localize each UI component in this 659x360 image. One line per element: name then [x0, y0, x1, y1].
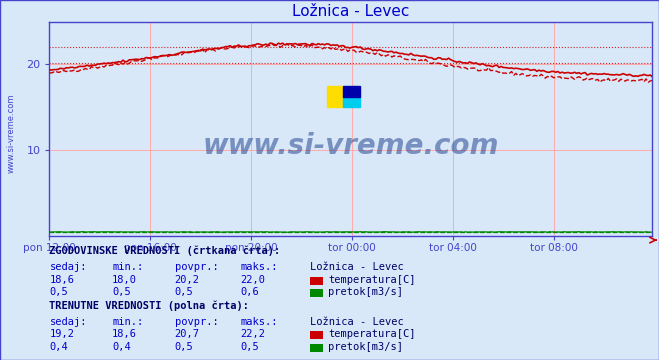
Text: pretok[m3/s]: pretok[m3/s]: [328, 287, 403, 297]
Text: min.:: min.:: [112, 317, 143, 327]
Text: Ložnica - Levec: Ložnica - Levec: [310, 317, 403, 327]
Text: min.:: min.:: [112, 262, 143, 272]
Text: 20,2: 20,2: [175, 275, 200, 285]
Text: maks.:: maks.:: [241, 317, 278, 327]
Text: 0,5: 0,5: [241, 342, 259, 352]
Text: 0,4: 0,4: [112, 342, 130, 352]
Text: maks.:: maks.:: [241, 262, 278, 272]
Title: Ložnica - Levec: Ložnica - Levec: [292, 4, 410, 19]
Text: ZGODOVINSKE VREDNOSTI (črtkana črta):: ZGODOVINSKE VREDNOSTI (črtkana črta):: [49, 245, 281, 256]
Text: temperatura[C]: temperatura[C]: [328, 275, 416, 285]
Text: 0,4: 0,4: [49, 342, 68, 352]
Text: povpr.:: povpr.:: [175, 262, 218, 272]
Text: temperatura[C]: temperatura[C]: [328, 329, 416, 339]
Text: 0,5: 0,5: [175, 287, 193, 297]
Text: www.si-vreme.com: www.si-vreme.com: [203, 132, 499, 160]
Text: sedaj:: sedaj:: [49, 317, 87, 327]
Text: 0,6: 0,6: [241, 287, 259, 297]
Text: 19,2: 19,2: [49, 329, 74, 339]
Text: povpr.:: povpr.:: [175, 317, 218, 327]
Text: 0,5: 0,5: [175, 342, 193, 352]
Text: sedaj:: sedaj:: [49, 262, 87, 272]
Text: 22,0: 22,0: [241, 275, 266, 285]
Text: Ložnica - Levec: Ložnica - Levec: [310, 262, 403, 272]
Text: pretok[m3/s]: pretok[m3/s]: [328, 342, 403, 352]
Text: 20,7: 20,7: [175, 329, 200, 339]
Text: 18,0: 18,0: [112, 275, 137, 285]
Text: 0,5: 0,5: [49, 287, 68, 297]
Text: 18,6: 18,6: [49, 275, 74, 285]
Text: 18,6: 18,6: [112, 329, 137, 339]
Bar: [343, 86, 360, 96]
Text: www.si-vreme.com: www.si-vreme.com: [7, 94, 16, 173]
Text: 0,5: 0,5: [112, 287, 130, 297]
Bar: [343, 96, 360, 107]
Text: TRENUTNE VREDNOSTI (polna črta):: TRENUTNE VREDNOSTI (polna črta):: [49, 300, 249, 311]
Text: 22,2: 22,2: [241, 329, 266, 339]
Bar: [327, 86, 343, 107]
